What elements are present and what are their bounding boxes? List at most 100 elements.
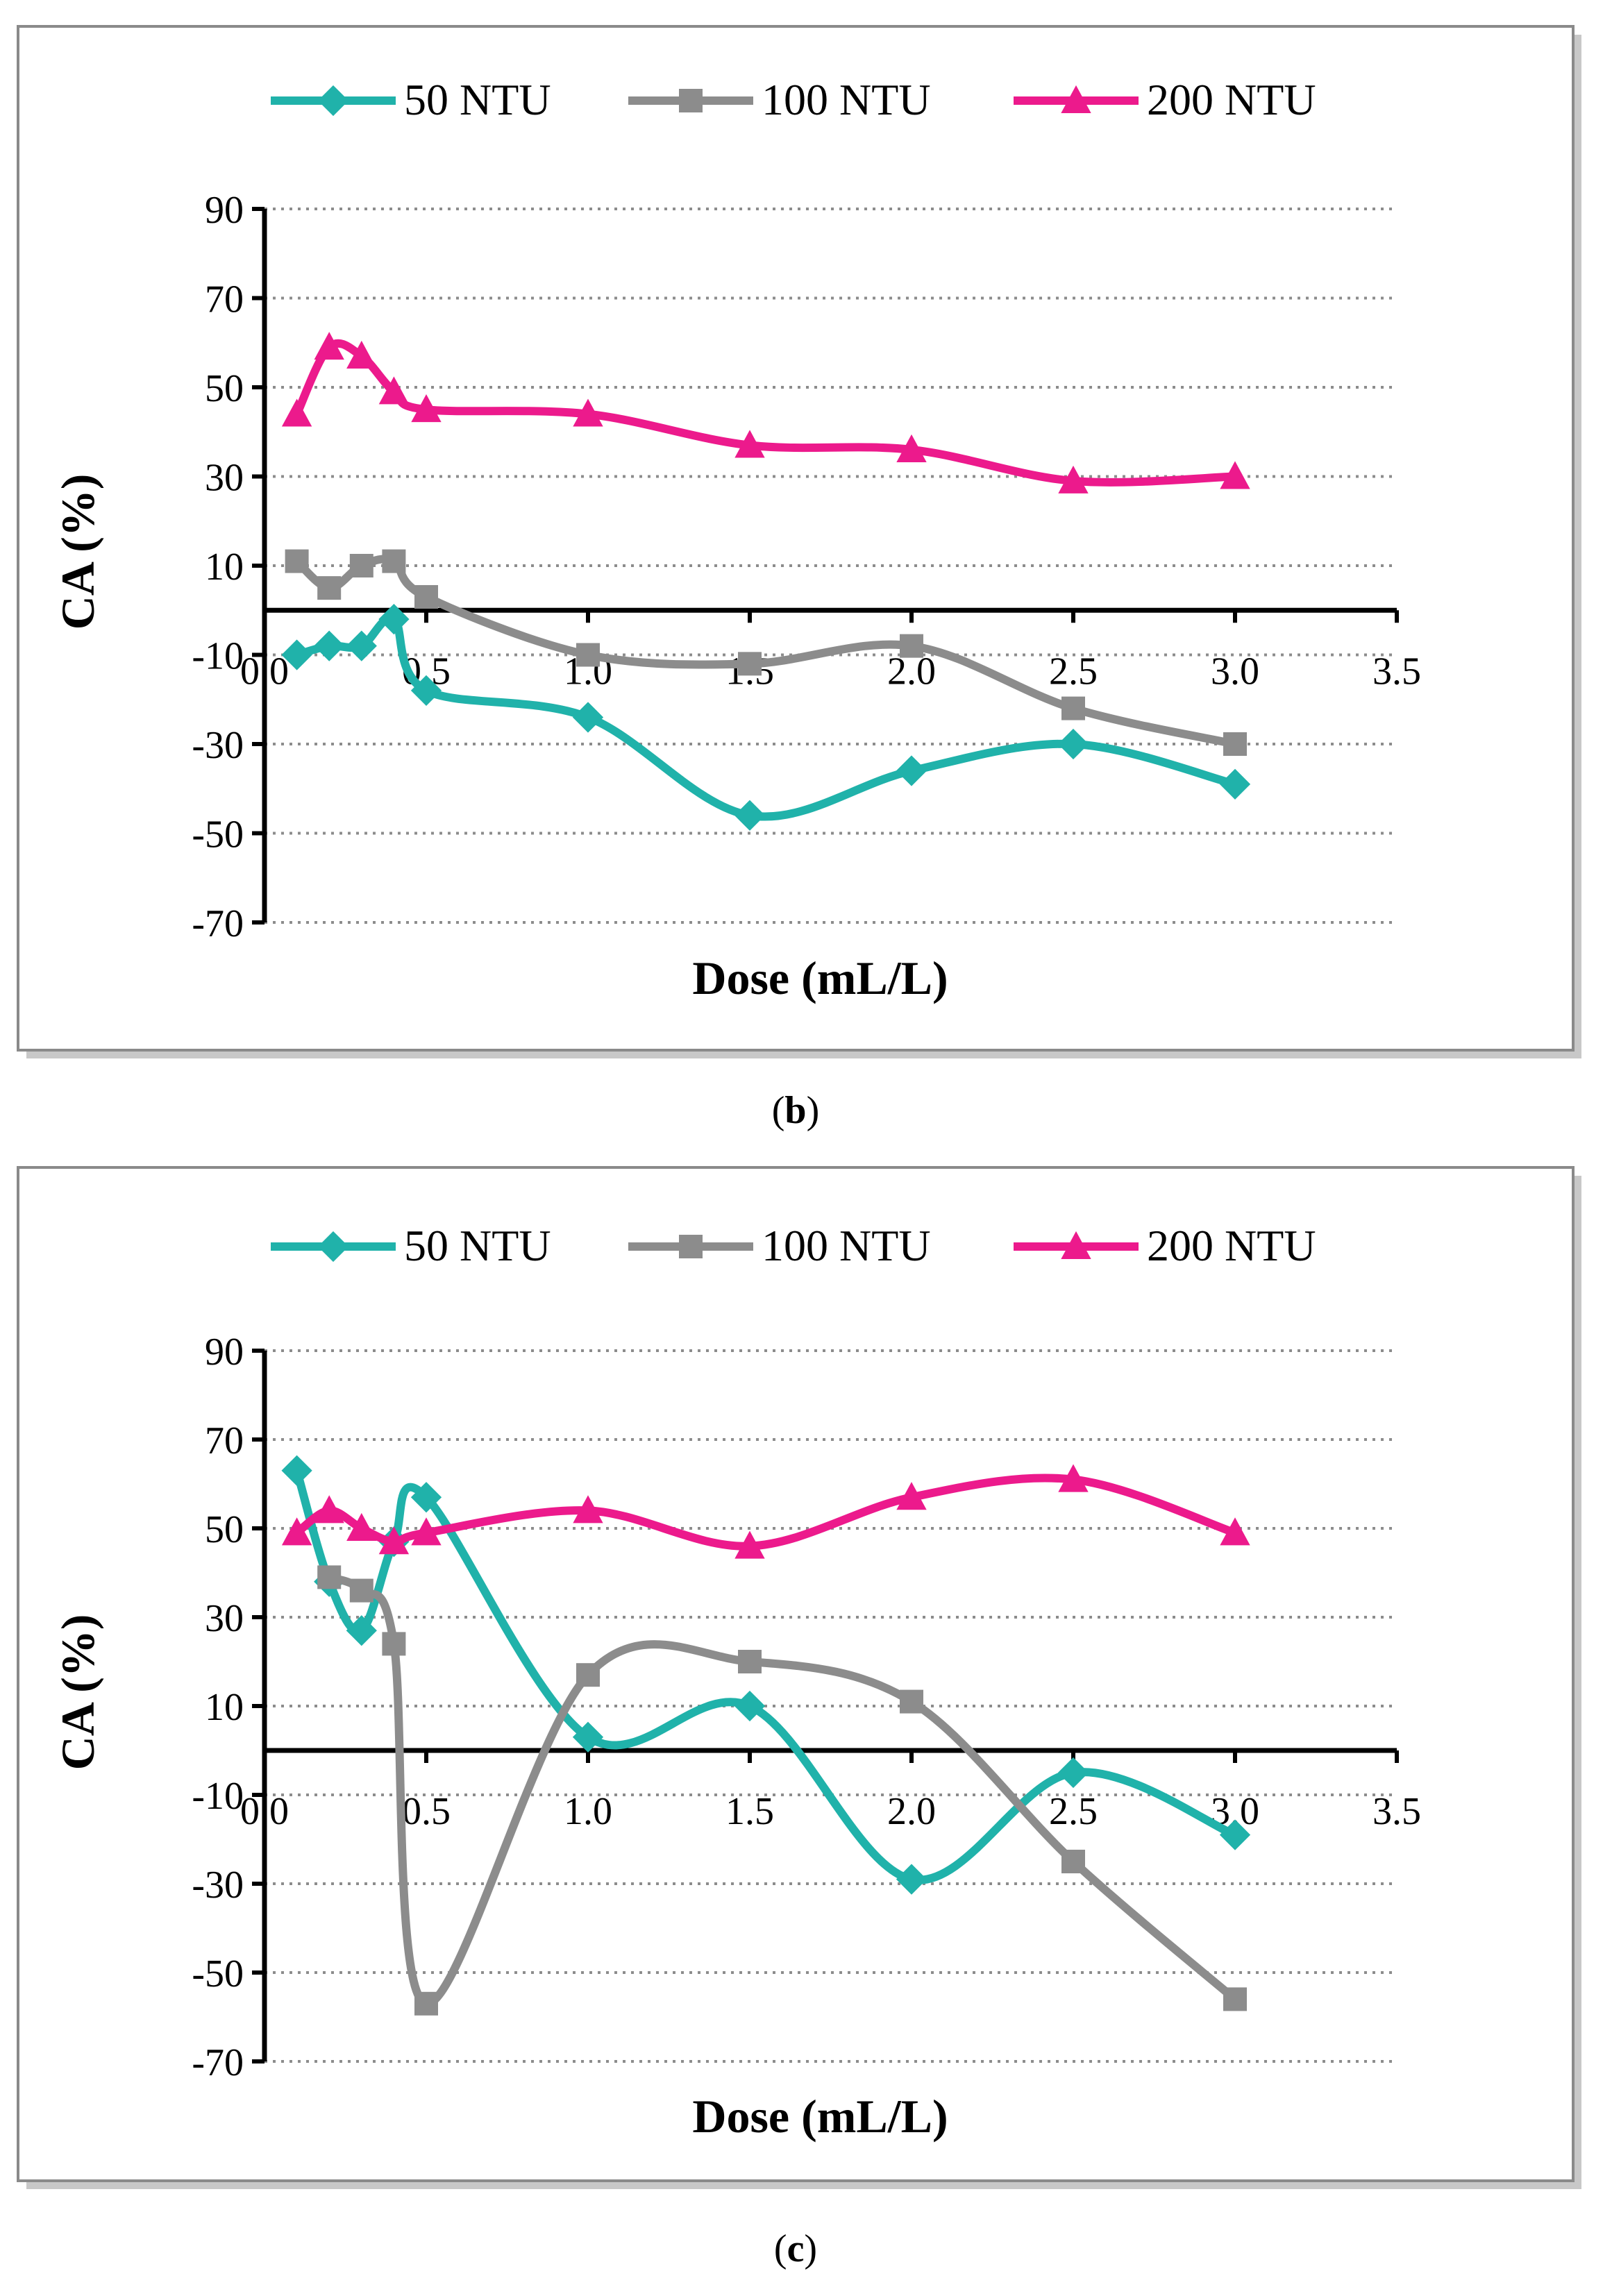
data-point-100-ntu bbox=[414, 1991, 438, 2016]
data-point-200-ntu bbox=[411, 394, 442, 423]
data-point-100-ntu bbox=[738, 652, 762, 676]
y-tick-label: 30 bbox=[205, 457, 244, 500]
panel-caption: (b) bbox=[772, 1089, 819, 1132]
legend-label-50-ntu: 50 NTU bbox=[404, 75, 551, 124]
x-axis-title: Dose (mL/L) bbox=[692, 2090, 948, 2143]
data-point-200-ntu bbox=[734, 430, 765, 458]
data-point-50-ntu bbox=[1057, 1757, 1089, 1789]
data-point-100-ntu bbox=[382, 1632, 406, 1656]
data-point-50-ntu bbox=[896, 1864, 927, 1895]
x-tick-label: 0.0 bbox=[240, 650, 289, 693]
data-point-100-ntu bbox=[576, 1663, 600, 1687]
panel-caption: (c) bbox=[774, 2227, 817, 2270]
x-tick-label: 3.0 bbox=[1211, 650, 1259, 693]
y-tick-label: -50 bbox=[192, 813, 244, 856]
y-tick-label: -30 bbox=[192, 724, 244, 767]
data-point-200-ntu bbox=[896, 1482, 927, 1510]
x-axis-title: Dose (mL/L) bbox=[692, 952, 948, 1004]
data-point-50-ntu bbox=[572, 1721, 604, 1753]
data-point-100-ntu bbox=[414, 584, 438, 609]
data-point-100-ntu bbox=[900, 1689, 923, 1714]
data-point-50-ntu bbox=[1219, 1819, 1251, 1850]
data-point-200-ntu bbox=[378, 1526, 410, 1555]
legend-label-50-ntu: 50 NTU bbox=[404, 1221, 551, 1270]
data-point-100-ntu bbox=[1061, 1850, 1085, 1873]
data-point-50-ntu bbox=[734, 1690, 766, 1722]
data-point-200-ntu bbox=[378, 376, 410, 405]
caption-open: ( bbox=[774, 2227, 787, 2270]
data-point-100-ntu bbox=[285, 549, 309, 573]
data-point-200-ntu bbox=[1058, 465, 1089, 493]
data-point-50-ntu bbox=[378, 603, 410, 635]
legend-label-100-ntu: 100 NTU bbox=[762, 1221, 931, 1270]
y-tick-label: 10 bbox=[205, 546, 244, 589]
data-point-50-ntu bbox=[346, 630, 377, 661]
y-tick-label: -30 bbox=[192, 1864, 244, 1907]
x-tick-label: 2.0 bbox=[887, 1790, 936, 1833]
data-point-50-ntu bbox=[410, 675, 442, 707]
chart-panel-c: 90 70 50 30 10 -10 -30 -50 -70 0.0 0.5 1.0 1.5 2.0 2.5… bbox=[17, 1166, 1581, 2270]
data-point-100-ntu bbox=[317, 576, 342, 600]
legend-marker-50-ntu bbox=[317, 85, 349, 117]
legend-marker-200-ntu bbox=[1061, 85, 1091, 113]
data-point-200-ntu bbox=[314, 1495, 344, 1523]
data-point-100-ntu bbox=[1223, 732, 1247, 756]
data-point-100-ntu bbox=[382, 549, 406, 573]
legend-label-100-ntu: 100 NTU bbox=[762, 75, 931, 124]
y-tick-label: 50 bbox=[205, 1508, 244, 1551]
data-point-200-ntu bbox=[1220, 461, 1250, 489]
data-point-100-ntu bbox=[738, 1650, 762, 1673]
data-point-100-ntu bbox=[576, 643, 600, 667]
y-tick-label: -50 bbox=[192, 1952, 244, 1995]
data-point-100-ntu bbox=[317, 1565, 342, 1589]
y-tick-label: 90 bbox=[205, 1331, 244, 1374]
data-point-50-ntu bbox=[281, 1455, 312, 1486]
x-tick-label: 0.5 bbox=[402, 1790, 451, 1833]
data-point-100-ntu bbox=[349, 554, 373, 577]
y-axis-title: CA (%) bbox=[51, 474, 104, 630]
data-point-200-ntu bbox=[1220, 1517, 1250, 1546]
caption-letter: c bbox=[787, 2227, 805, 2270]
caption-close: ) bbox=[804, 2227, 817, 2270]
y-tick-label: 70 bbox=[205, 278, 244, 321]
data-point-50-ntu bbox=[314, 630, 345, 661]
data-point-200-ntu bbox=[573, 1495, 603, 1523]
y-tick-label: 30 bbox=[205, 1597, 244, 1640]
data-point-200-ntu bbox=[346, 340, 377, 369]
data-point-50-ntu bbox=[281, 639, 312, 670]
y-tick-label: -10 bbox=[192, 635, 244, 678]
caption-open: ( bbox=[772, 1089, 785, 1132]
y-tick-label: 90 bbox=[205, 189, 244, 232]
data-point-200-ntu bbox=[573, 398, 603, 427]
x-tick-label: 2.5 bbox=[1049, 650, 1098, 693]
data-point-100-ntu bbox=[1061, 696, 1085, 720]
data-point-200-ntu bbox=[1058, 1464, 1089, 1492]
x-tick-label: 1.0 bbox=[564, 1790, 612, 1833]
data-point-100-ntu bbox=[900, 634, 923, 658]
data-point-50-ntu bbox=[572, 702, 604, 733]
legend-marker-50-ntu bbox=[317, 1231, 349, 1263]
data-point-200-ntu bbox=[281, 398, 312, 427]
legend-marker-100-ntu bbox=[679, 89, 703, 112]
chart-frame bbox=[17, 25, 1575, 1052]
x-tick-label: 2.5 bbox=[1049, 1790, 1098, 1833]
y-axis-title: CA (%) bbox=[51, 1614, 104, 1771]
legend-marker-100-ntu bbox=[679, 1235, 703, 1258]
caption-close: ) bbox=[807, 1089, 820, 1132]
chart-panel-b: 9070503010-10-30-50-700.00.51.01.52.02.5… bbox=[17, 25, 1581, 1132]
x-tick-label: 0.0 bbox=[240, 1790, 289, 1833]
legend-label-200-ntu: 200 NTU bbox=[1147, 1221, 1316, 1270]
y-tick-label: -70 bbox=[192, 902, 244, 945]
x-tick-label: 3.5 bbox=[1372, 1790, 1421, 1833]
data-point-50-ntu bbox=[896, 755, 927, 786]
y-tick-label: -10 bbox=[192, 1775, 244, 1818]
y-tick-label: 10 bbox=[205, 1686, 244, 1729]
data-point-50-ntu bbox=[1057, 728, 1089, 760]
data-point-200-ntu bbox=[281, 1517, 312, 1546]
chart-frame bbox=[17, 1166, 1575, 2182]
x-tick-label: 3.5 bbox=[1372, 650, 1421, 693]
data-point-100-ntu bbox=[1223, 1987, 1247, 2011]
legend-label-200-ntu: 200 NTU bbox=[1147, 75, 1316, 124]
data-point-50-ntu bbox=[410, 1482, 442, 1513]
